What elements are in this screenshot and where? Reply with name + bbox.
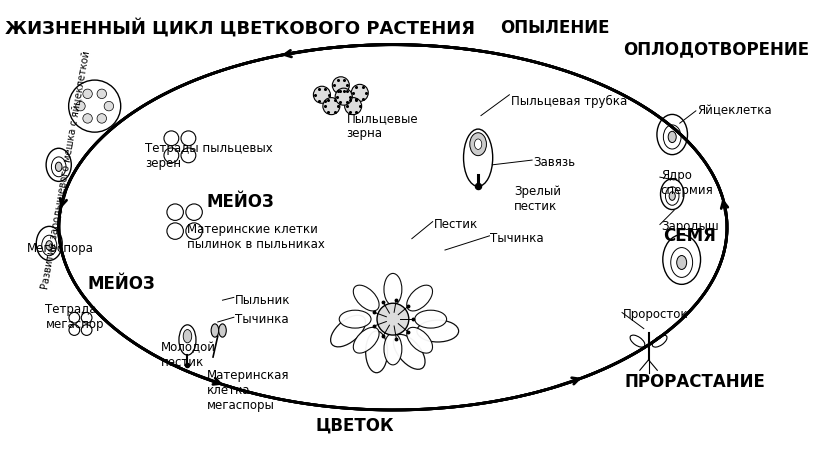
Ellipse shape (366, 331, 388, 373)
Ellipse shape (417, 320, 459, 342)
Circle shape (314, 86, 331, 104)
Ellipse shape (475, 139, 482, 149)
Ellipse shape (407, 285, 433, 311)
Text: Материнская
клетка
мегаспоры: Материнская клетка мегаспоры (206, 369, 289, 412)
Ellipse shape (670, 192, 675, 200)
Circle shape (186, 204, 202, 220)
Text: МЕЙОЗ: МЕЙОЗ (206, 193, 274, 211)
Ellipse shape (46, 241, 53, 250)
Circle shape (83, 114, 92, 123)
Text: Зародыш: Зародыш (661, 220, 718, 233)
Ellipse shape (331, 315, 366, 347)
Ellipse shape (69, 80, 121, 132)
Text: Тычинка: Тычинка (491, 232, 544, 245)
Circle shape (164, 148, 179, 163)
Ellipse shape (668, 131, 676, 143)
Ellipse shape (384, 274, 402, 305)
Text: МЕЙОЗ: МЕЙОЗ (87, 274, 155, 292)
Text: Пыльник: Пыльник (235, 293, 290, 306)
Circle shape (167, 204, 184, 220)
Ellipse shape (393, 334, 425, 369)
Text: Материнские клетки
пылинок в пыльниках: Материнские клетки пылинок в пыльниках (187, 223, 326, 251)
Text: Развитие зародышевого мешка с яйцеклеткой: Развитие зародышевого мешка с яйцеклетко… (40, 50, 92, 290)
Circle shape (83, 89, 92, 99)
Ellipse shape (183, 329, 192, 343)
Text: ЖИЗНЕННЫЙ ЦИКЛ ЦВЕТКОВОГО РАСТЕНИЯ: ЖИЗНЕННЫЙ ЦИКЛ ЦВЕТКОВОГО РАСТЕНИЯ (5, 19, 475, 38)
Circle shape (345, 98, 362, 115)
Circle shape (352, 84, 368, 101)
Ellipse shape (219, 324, 227, 337)
Ellipse shape (55, 162, 62, 171)
Circle shape (69, 325, 80, 335)
Text: Зрелый
пестик: Зрелый пестик (514, 184, 561, 213)
Text: Пестик: Пестик (434, 218, 478, 231)
Text: ЦВЕТОК: ЦВЕТОК (315, 417, 394, 435)
Ellipse shape (677, 256, 686, 270)
Ellipse shape (353, 327, 379, 353)
Text: СЕМЯ: СЕМЯ (663, 227, 716, 245)
Circle shape (97, 114, 107, 123)
Ellipse shape (384, 333, 402, 365)
Text: Пыльцевая трубка: Пыльцевая трубка (511, 95, 628, 108)
Ellipse shape (414, 310, 446, 328)
Circle shape (323, 98, 340, 115)
Text: Тетрады пыльцевых
зерен: Тетрады пыльцевых зерен (145, 142, 273, 170)
Ellipse shape (652, 335, 667, 347)
Ellipse shape (630, 335, 645, 347)
Text: Пыльцевые
зерна: Пыльцевые зерна (347, 112, 418, 140)
Ellipse shape (353, 285, 379, 311)
Ellipse shape (407, 327, 433, 353)
Circle shape (167, 223, 184, 239)
Circle shape (332, 77, 349, 94)
Circle shape (164, 131, 179, 146)
Text: Ядро
спермия: Ядро спермия (661, 169, 714, 197)
Circle shape (186, 223, 202, 239)
Text: Молодой
пестик: Молодой пестик (161, 341, 216, 369)
Ellipse shape (179, 325, 196, 355)
Text: ОПЫЛЕНИЕ: ОПЫЛЕНИЕ (500, 19, 609, 37)
Circle shape (97, 89, 107, 99)
Text: Тетрада
мегаспор: Тетрада мегаспор (45, 303, 104, 331)
Ellipse shape (463, 129, 492, 186)
Text: Проросток: Проросток (623, 308, 689, 321)
Circle shape (81, 325, 92, 335)
Circle shape (69, 312, 80, 323)
Text: Яйцеклетка: Яйцеклетка (697, 104, 771, 117)
Circle shape (181, 148, 195, 163)
Ellipse shape (211, 324, 219, 337)
Circle shape (377, 303, 409, 335)
Ellipse shape (470, 133, 487, 156)
Text: ОПЛОДОТВОРЕНИЕ: ОПЛОДОТВОРЕНИЕ (623, 40, 809, 58)
Circle shape (104, 101, 113, 111)
Circle shape (81, 312, 92, 323)
Text: Тычинка: Тычинка (235, 312, 289, 325)
Text: Завязь: Завязь (533, 156, 576, 169)
Circle shape (335, 88, 352, 105)
Text: Мегаспора: Мегаспора (27, 242, 93, 255)
Circle shape (76, 101, 86, 111)
Text: ПРОРАСТАНИЕ: ПРОРАСТАНИЕ (625, 373, 766, 391)
Ellipse shape (339, 310, 371, 328)
Circle shape (181, 131, 195, 146)
